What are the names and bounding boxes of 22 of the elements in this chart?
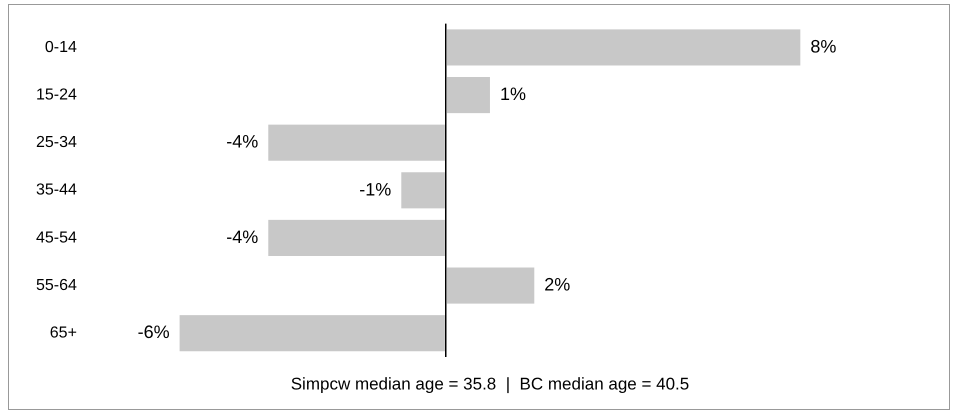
- data-label: 8%: [810, 36, 836, 56]
- data-label: -1%: [359, 179, 392, 200]
- bar: [401, 172, 445, 208]
- y-tick-label: 25-34: [36, 134, 78, 152]
- data-label: -4%: [226, 226, 258, 247]
- bar: [180, 315, 445, 352]
- bar: [268, 124, 445, 161]
- data-label: 1%: [500, 84, 526, 104]
- data-label: -4%: [226, 132, 258, 152]
- y-tick-label: 45-54: [36, 229, 78, 246]
- data-label: 2%: [544, 274, 570, 295]
- y-tick-label: 15-24: [36, 86, 78, 104]
- y-tick-label: 35-44: [36, 182, 78, 199]
- y-tick-label: 0-14: [44, 38, 78, 56]
- y-tick-label: 55-64: [36, 276, 78, 294]
- bar: [268, 220, 445, 256]
- bar: [446, 29, 800, 66]
- text: Simpcw median age = 35.8 | BC median age = 40.5: [290, 374, 690, 394]
- data-label: -6%: [138, 322, 170, 342]
- y-tick-label: 65+: [50, 324, 77, 342]
- bar: [446, 76, 490, 114]
- bar: [446, 267, 534, 304]
